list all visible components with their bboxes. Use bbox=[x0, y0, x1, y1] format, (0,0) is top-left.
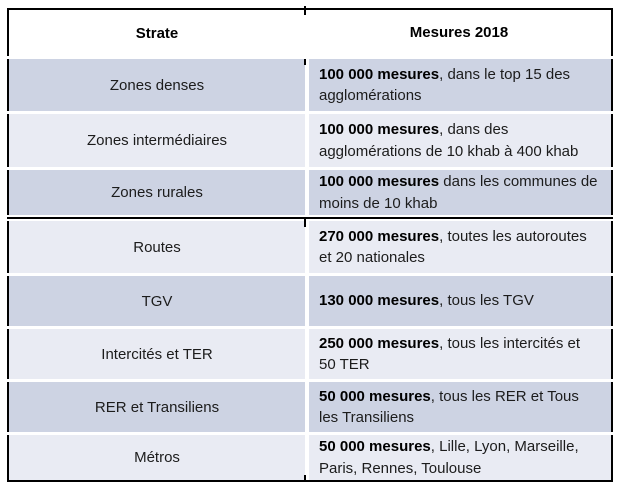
column-divider bbox=[305, 276, 309, 326]
measure-bold-text: 130 000 mesures bbox=[319, 292, 440, 310]
column-divider-tick-top bbox=[304, 6, 306, 15]
measure-bold-text: 270 000 mesures bbox=[319, 227, 440, 245]
strate-cell: Zones denses bbox=[9, 59, 305, 111]
measure-bold-text: 100 000 mesures bbox=[319, 65, 440, 83]
strate-cell: RER et Transiliens bbox=[9, 382, 305, 432]
column-divider bbox=[305, 10, 309, 56]
table-row-tgv: TGV 130 000 mesures, tous les TGV bbox=[7, 276, 613, 326]
row-separator bbox=[7, 273, 613, 276]
measure-detail-text: , tous les intercités et 50 TER bbox=[319, 334, 581, 373]
column-divider bbox=[305, 170, 309, 215]
measure-value: 250 000 mesures, tous les intercités et … bbox=[319, 333, 599, 376]
measure-value: 100 000 mesures dans les communes de moi… bbox=[319, 171, 599, 214]
column-divider bbox=[305, 435, 309, 480]
measure-cell: 100 000 mesures, dans le top 15 des aggl… bbox=[309, 59, 611, 111]
measure-detail-text: , dans le top 15 des agglomérations bbox=[319, 65, 571, 104]
table-row-metros: Métros 50 000 mesures, Lille, Lyon, Mars… bbox=[7, 435, 613, 480]
measure-cell: 130 000 mesures, tous les TGV bbox=[309, 276, 611, 326]
measure-value: 100 000 mesures, dans le top 15 des aggl… bbox=[319, 64, 599, 107]
measure-detail-text: , Lille, Lyon, Marseille, Paris, Rennes,… bbox=[319, 438, 579, 477]
measure-cell: 50 000 mesures, tous les RER et Tous les… bbox=[309, 382, 611, 432]
table-row-intercites-ter: Intercités et TER 250 000 mesures, tous … bbox=[7, 329, 613, 379]
measure-cell: 100 000 mesures dans les communes de moi… bbox=[309, 170, 611, 215]
column-divider-tick-rule bbox=[304, 219, 306, 227]
table-row-zones-intermediaires: Zones intermédiaires 100 000 mesures, da… bbox=[7, 114, 613, 167]
measure-cell: 270 000 mesures, toutes les autoroutes e… bbox=[309, 221, 611, 273]
measure-cell: 100 000 mesures, dans des agglomérations… bbox=[309, 114, 611, 167]
section-divider-rule bbox=[7, 217, 613, 219]
column-divider bbox=[305, 329, 309, 379]
strate-cell: Métros bbox=[9, 435, 305, 480]
row-separator bbox=[7, 379, 613, 382]
table-row-routes: Routes 270 000 mesures, toutes les autor… bbox=[7, 221, 613, 273]
strate-cell: Zones intermédiaires bbox=[9, 114, 305, 167]
strate-cell: Routes bbox=[9, 221, 305, 273]
row-separator bbox=[7, 432, 613, 435]
measure-detail-text: , tous les RER et Tous les Transiliens bbox=[319, 387, 579, 426]
table-row-rer-transiliens: RER et Transiliens 50 000 mesures, tous … bbox=[7, 382, 613, 432]
measure-detail-text: , tous les TGV bbox=[439, 292, 534, 310]
measure-detail-text: dans les communes de moins de 10 khab bbox=[319, 173, 598, 212]
row-separator bbox=[7, 56, 613, 59]
measure-value: 100 000 mesures, dans des agglomérations… bbox=[319, 119, 599, 162]
measure-detail-text: , toutes les autoroutes et 20 nationales bbox=[319, 227, 587, 266]
column-divider bbox=[305, 221, 309, 273]
strate-cell: Intercités et TER bbox=[9, 329, 305, 379]
measure-bold-text: 100 000 mesures bbox=[319, 173, 440, 191]
measure-detail-text: , dans des agglomérations de 10 khab à 4… bbox=[319, 121, 579, 160]
column-divider bbox=[305, 59, 309, 111]
table-row-zones-denses: Zones denses 100 000 mesures, dans le to… bbox=[7, 59, 613, 111]
row-separator bbox=[7, 326, 613, 329]
measure-cell: 50 000 mesures, Lille, Lyon, Marseille, … bbox=[309, 435, 611, 480]
row-separator bbox=[7, 111, 613, 114]
column-header-mesures-2018: Mesures 2018 bbox=[309, 10, 611, 56]
measure-value: 270 000 mesures, toutes les autoroutes e… bbox=[319, 226, 599, 269]
column-header-strate: Strate bbox=[9, 10, 305, 56]
measure-bold-text: 250 000 mesures bbox=[319, 334, 440, 352]
measure-cell: 250 000 mesures, tous les intercités et … bbox=[309, 329, 611, 379]
table-row-zones-rurales: Zones rurales 100 000 mesures dans les c… bbox=[7, 170, 613, 215]
measure-bold-text: 100 000 mesures bbox=[319, 121, 440, 139]
measure-value: 130 000 mesures, tous les TGV bbox=[319, 290, 534, 311]
table-header-row: Strate Mesures 2018 bbox=[7, 10, 613, 56]
column-divider bbox=[305, 114, 309, 167]
measures-table: Strate Mesures 2018 Zones denses 100 000… bbox=[7, 6, 613, 482]
measure-value: 50 000 mesures, Lille, Lyon, Marseille, … bbox=[319, 436, 599, 479]
measure-bold-text: 50 000 mesures bbox=[319, 387, 431, 405]
measure-value: 50 000 mesures, tous les RER et Tous les… bbox=[319, 386, 599, 429]
column-divider bbox=[305, 382, 309, 432]
strate-cell: TGV bbox=[9, 276, 305, 326]
strate-cell: Zones rurales bbox=[9, 170, 305, 215]
measure-bold-text: 50 000 mesures bbox=[319, 438, 431, 456]
row-separator bbox=[7, 167, 613, 170]
column-divider-tick-row1 bbox=[304, 59, 306, 65]
column-divider-tick-bottom bbox=[304, 475, 306, 482]
